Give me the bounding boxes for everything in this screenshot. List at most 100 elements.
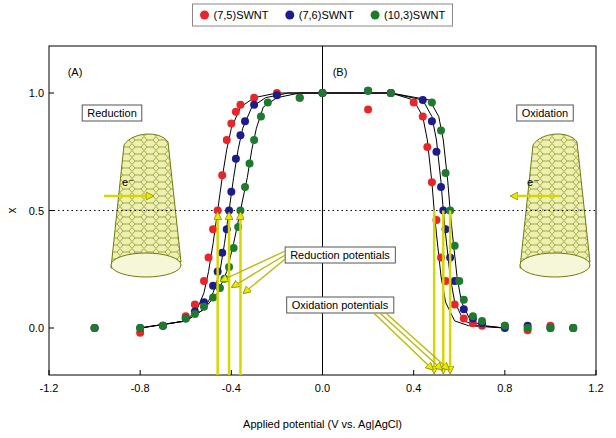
data-point bbox=[223, 136, 231, 144]
data-point bbox=[250, 94, 258, 102]
legend-label: (7,6)SWNT bbox=[299, 9, 354, 21]
data-point bbox=[410, 98, 418, 106]
legend-marker bbox=[200, 11, 209, 20]
data-point bbox=[387, 89, 395, 97]
annotation: Oxidation bbox=[522, 107, 568, 119]
x-axis-title: Applied potential (V vs. Ag|AgCl) bbox=[243, 418, 402, 430]
data-point bbox=[227, 120, 235, 128]
data-point bbox=[442, 169, 450, 177]
data-point bbox=[232, 108, 240, 116]
data-point bbox=[205, 254, 213, 262]
data-point bbox=[250, 136, 258, 144]
data-point bbox=[230, 244, 238, 252]
data-point bbox=[136, 324, 144, 332]
data-point bbox=[159, 322, 167, 330]
data-point bbox=[200, 277, 208, 285]
data-point bbox=[159, 322, 167, 330]
electron-label: e⁻ bbox=[122, 176, 134, 188]
nanotube-body bbox=[520, 134, 590, 268]
x-tick-label: -0.4 bbox=[222, 382, 241, 394]
nanotube bbox=[520, 134, 590, 277]
leader-arrow bbox=[244, 259, 285, 293]
annotation: Reduction potentials bbox=[290, 249, 390, 261]
data-point bbox=[387, 89, 395, 97]
data-point bbox=[319, 89, 327, 97]
data-point bbox=[319, 89, 327, 97]
annotation-box bbox=[287, 297, 394, 313]
y-tick-label: 0.0 bbox=[29, 322, 44, 334]
y-tick-label: 1.0 bbox=[29, 87, 44, 99]
data-point bbox=[296, 94, 304, 102]
electron-arrow bbox=[104, 195, 152, 198]
data-point bbox=[432, 148, 440, 156]
data-point bbox=[182, 315, 190, 323]
data-point bbox=[428, 98, 436, 106]
annotation-group: Reduction potentials bbox=[285, 247, 395, 263]
data-point bbox=[91, 324, 99, 332]
data-layer bbox=[91, 87, 578, 337]
reduction-potential-arrow bbox=[216, 214, 219, 376]
reference-line bbox=[49, 210, 596, 211]
data-point bbox=[469, 312, 477, 320]
oxidation-potential-arrow bbox=[442, 211, 445, 373]
data-point bbox=[451, 301, 459, 309]
data-point bbox=[236, 101, 244, 109]
data-point bbox=[387, 89, 395, 97]
data-point bbox=[250, 101, 258, 109]
electron-label-group: e⁻ bbox=[527, 176, 539, 188]
leader-arrow bbox=[233, 255, 285, 287]
annotation-group: Reduction bbox=[82, 105, 142, 121]
panel-label-group: (A) bbox=[68, 66, 83, 78]
data-point bbox=[257, 113, 265, 121]
data-point bbox=[136, 324, 144, 332]
data-point bbox=[159, 322, 167, 330]
legend-marker bbox=[285, 11, 294, 20]
data-point bbox=[273, 91, 281, 99]
y-tick bbox=[49, 210, 54, 211]
x-tick-label: 1.2 bbox=[588, 382, 603, 394]
x-tick bbox=[322, 370, 323, 375]
leader-arrow bbox=[222, 251, 285, 281]
data-point bbox=[225, 207, 233, 215]
data-point bbox=[236, 131, 244, 139]
data-point bbox=[241, 183, 249, 191]
x-tick bbox=[413, 370, 414, 375]
data-point bbox=[460, 296, 468, 304]
data-point bbox=[460, 315, 468, 323]
data-point bbox=[296, 94, 304, 102]
annotation-group: Oxidation potentials bbox=[287, 297, 394, 313]
data-point bbox=[364, 105, 372, 113]
plot-frame bbox=[49, 46, 596, 375]
data-point bbox=[428, 178, 436, 186]
data-point bbox=[569, 324, 577, 332]
x-tick-label: 0.0 bbox=[315, 382, 330, 394]
data-point bbox=[236, 207, 244, 215]
data-point bbox=[460, 305, 468, 313]
x-tick-label: 0.4 bbox=[406, 382, 421, 394]
data-point bbox=[214, 207, 222, 215]
electron-label-group: e⁻ bbox=[122, 176, 134, 188]
x-tick bbox=[596, 370, 597, 375]
leader-arrow bbox=[386, 313, 448, 369]
data-point bbox=[209, 282, 217, 290]
data-point bbox=[569, 324, 577, 332]
data-point bbox=[437, 127, 445, 135]
annotation-group: Oxidation bbox=[517, 105, 573, 121]
y-tick-label: 0.5 bbox=[29, 205, 44, 217]
x-tick bbox=[504, 370, 505, 375]
legend-marker bbox=[371, 11, 380, 20]
data-point bbox=[191, 301, 199, 309]
nanotube bbox=[111, 134, 181, 277]
data-point bbox=[569, 324, 577, 332]
data-point bbox=[364, 87, 372, 95]
y-axis-title: x bbox=[5, 208, 19, 214]
data-point bbox=[419, 96, 427, 104]
data-point bbox=[227, 188, 235, 196]
data-point bbox=[455, 277, 463, 285]
y-tick bbox=[49, 328, 54, 329]
data-point bbox=[200, 303, 208, 311]
data-point bbox=[428, 117, 436, 125]
data-point bbox=[419, 113, 427, 121]
reduction-potential-arrow bbox=[228, 214, 231, 376]
annotation-box bbox=[285, 247, 395, 263]
